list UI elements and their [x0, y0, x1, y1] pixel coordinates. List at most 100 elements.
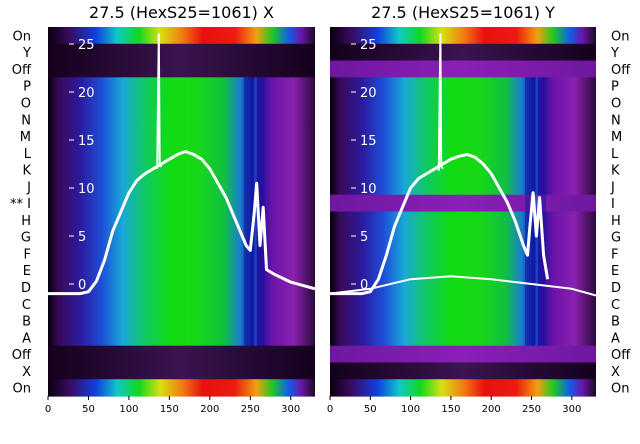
heatmap-row [330, 60, 596, 78]
row-label-left: On [13, 29, 31, 44]
x-tick-label: 150 [441, 404, 460, 415]
panel-title: 27.5 (HexS25=1061) X [89, 3, 274, 22]
row-label-right: J [610, 180, 615, 195]
heatmap-row [330, 110, 596, 129]
row-label-left: H [21, 214, 31, 229]
row-label-left: F [24, 247, 31, 262]
heatmap-stripe [541, 77, 547, 346]
row-label-left: G [21, 231, 31, 246]
x-tick-label: 100 [119, 404, 138, 415]
heatmap-row [330, 194, 596, 213]
series-line [156, 33, 163, 169]
x-tick-label: 200 [482, 404, 501, 415]
heatmap-row [48, 211, 315, 229]
overlay-y-tick-label: 15 [78, 134, 95, 149]
heatmap-stripe [243, 77, 249, 346]
row-label-right: M [611, 130, 622, 145]
heatmap-row [330, 362, 596, 380]
row-label-left: N [21, 113, 31, 128]
heatmap-row [48, 278, 315, 296]
heatmap-stripe [535, 77, 538, 346]
heatmap-row [330, 295, 596, 313]
heatmap-row [330, 211, 596, 229]
overlay-y-tick-label: 20 [360, 86, 377, 101]
row-label-right: I [611, 197, 615, 212]
x-tick-label: 300 [562, 404, 581, 415]
x-tick-label: 100 [401, 404, 420, 415]
row-label-right: L [611, 147, 619, 162]
series-line [437, 33, 444, 171]
row-label-right: Off [611, 63, 631, 78]
heatmap-row [330, 161, 596, 179]
row-label-left: D [21, 281, 31, 296]
row-label-right: Off [611, 348, 631, 363]
row-label-right: E [611, 264, 619, 279]
x-tick-label: 0 [327, 404, 333, 415]
x-tick-label: 50 [82, 404, 95, 415]
row-label-left: B [22, 315, 31, 330]
x-tick-label: 50 [364, 404, 377, 415]
row-label-right: On [611, 382, 629, 397]
panel-title: 27.5 (HexS25=1061) Y [371, 3, 555, 22]
row-label-right: On [611, 29, 629, 44]
x-tick-label: 250 [522, 404, 541, 415]
row-label-right: B [611, 315, 620, 330]
overlay-y-tick-label: 25 [78, 38, 95, 53]
row-label-left: A [22, 331, 31, 346]
row-label-right: Y [610, 46, 619, 61]
heatmap-row [330, 27, 596, 45]
overlay-y-tick-label: 15 [360, 134, 377, 149]
row-label-right: O [611, 96, 621, 111]
heatmap-row [330, 245, 596, 263]
heatmap-row [48, 110, 315, 129]
overlay-y-tick-label: 5 [78, 230, 86, 245]
x-tick-label: 300 [281, 404, 300, 415]
row-label-right: N [611, 113, 621, 128]
row-label-left: J [26, 180, 31, 195]
heatmap-row [48, 27, 315, 45]
x-tick-label: 250 [241, 404, 260, 415]
row-label-left: Off [12, 348, 32, 363]
row-label-left: ** I [10, 197, 31, 212]
heatmap-row [48, 345, 315, 364]
heatmap-row [330, 228, 596, 246]
x-tick-label: 200 [200, 404, 219, 415]
overlay-y-tick-label: 5 [360, 230, 368, 245]
overlay-y-tick-label: 0 [78, 278, 86, 293]
heatmap-row [48, 379, 315, 397]
row-label-left: P [23, 80, 31, 95]
heatmap-stripe [525, 77, 530, 346]
heatmap-row [48, 328, 315, 347]
row-label-right: D [611, 281, 621, 296]
x-tick-label: 150 [160, 404, 179, 415]
row-label-left: O [21, 96, 31, 111]
overlay-y-tick-label: 20 [78, 86, 95, 101]
row-label-right: X [611, 365, 620, 380]
overlay-y-tick-label: 0 [360, 278, 368, 293]
heatmap-row [48, 362, 315, 380]
heatmap-row [48, 194, 315, 213]
row-label-right: P [611, 80, 619, 95]
heatmap-row [330, 345, 596, 364]
row-label-left: Off [12, 63, 32, 78]
heatmap-row [330, 328, 596, 347]
row-label-left: M [20, 130, 31, 145]
heatmap-row [48, 295, 315, 313]
row-label-left: L [24, 147, 32, 162]
overlay-y-tick-label: 10 [78, 182, 95, 197]
row-label-right: A [611, 331, 620, 346]
heatmap-row [48, 60, 315, 78]
x-tick-label: 0 [45, 404, 51, 415]
heatmap-row [48, 43, 315, 62]
row-label-right: F [611, 247, 618, 262]
heatmap-row [330, 312, 596, 330]
heatmap-row [48, 161, 315, 179]
row-label-right: H [611, 214, 621, 229]
series-line [330, 152, 550, 296]
row-label-left: Y [22, 46, 31, 61]
row-label-right: G [611, 231, 621, 246]
